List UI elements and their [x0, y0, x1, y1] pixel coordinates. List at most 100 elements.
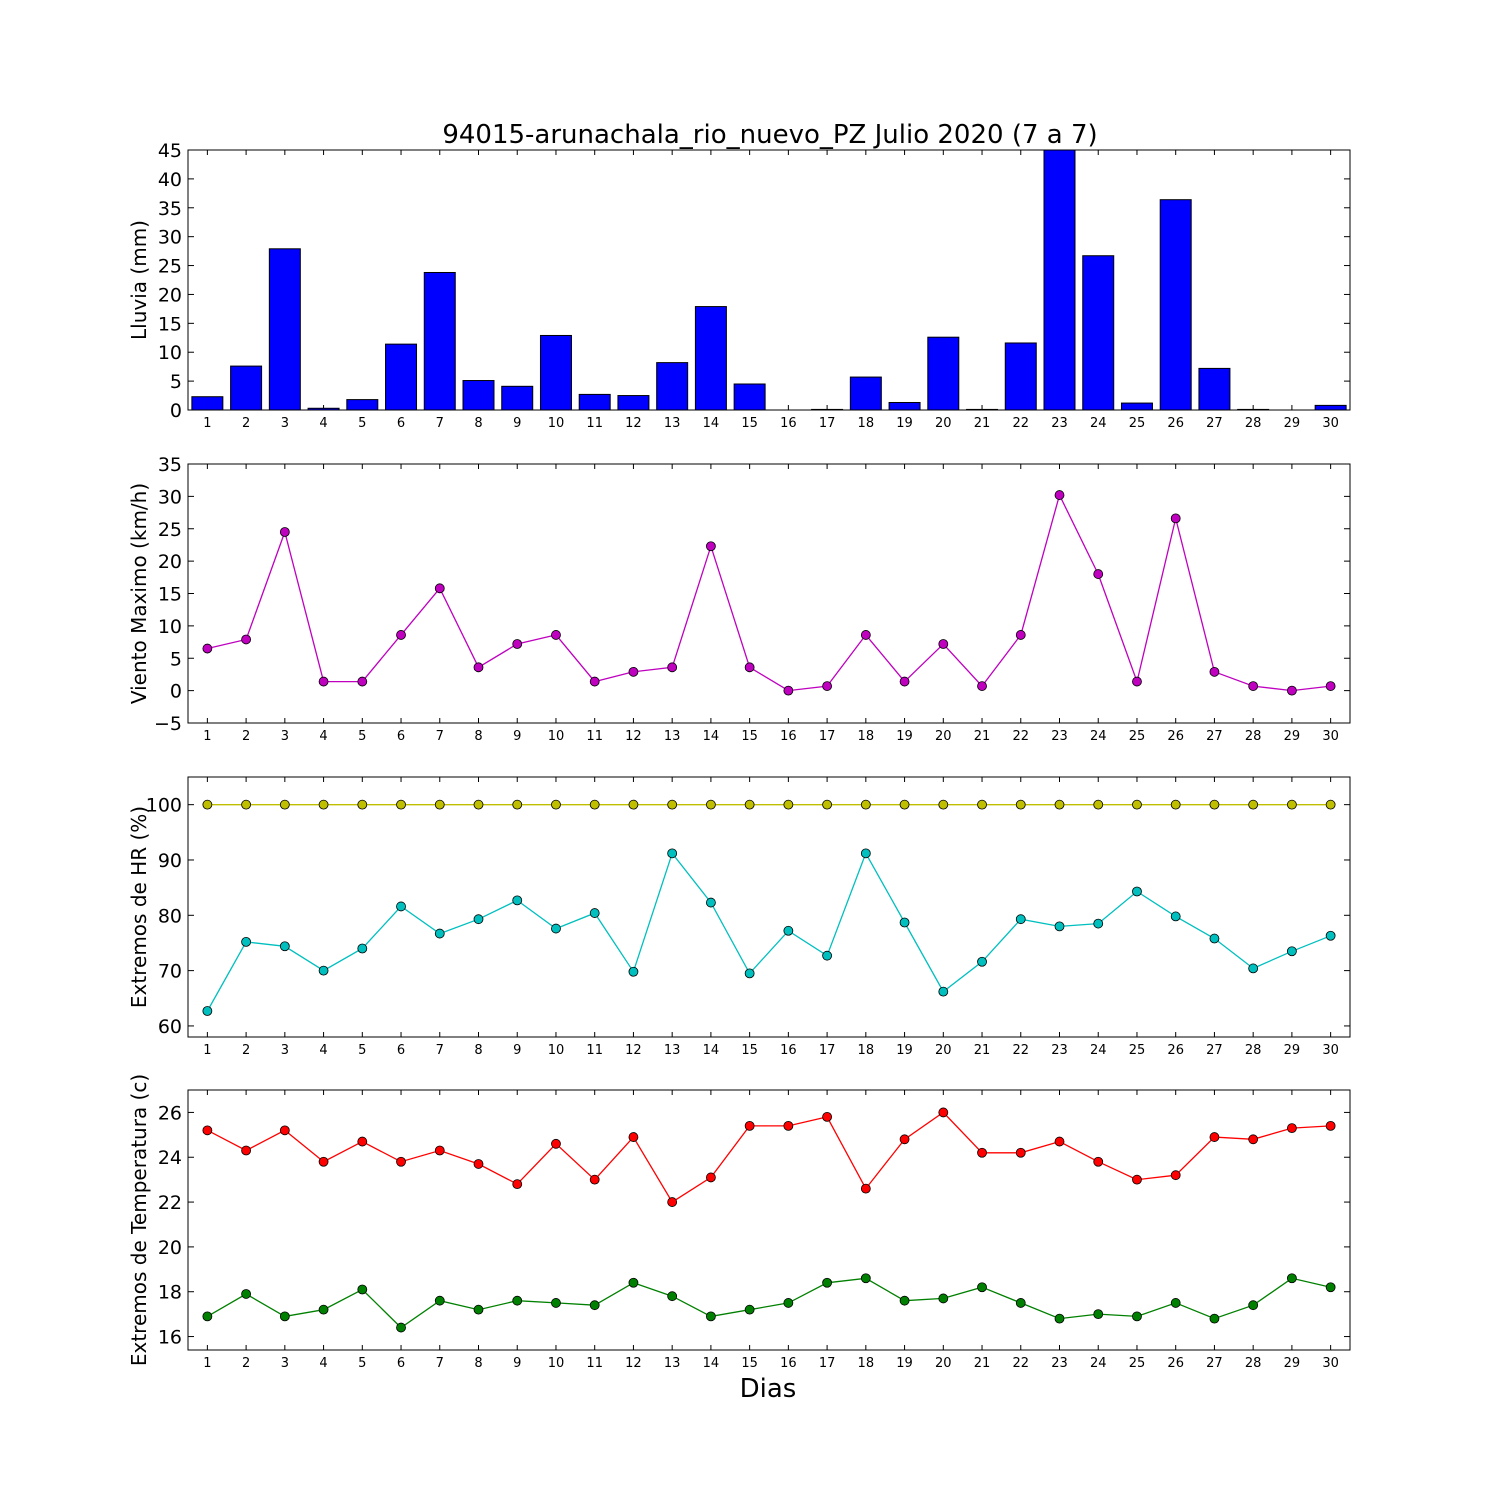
data-point	[706, 799, 716, 810]
x-tick-label: 30	[1322, 416, 1339, 431]
bar	[539, 334, 572, 411]
data-point	[706, 1172, 716, 1183]
x-tick-label: 10	[548, 729, 565, 744]
data-point	[744, 1304, 755, 1315]
x-tick-label: 17	[819, 729, 836, 744]
x-tick-label: 10	[548, 1043, 565, 1058]
y-tick-label: 0	[170, 681, 182, 703]
y-tick-label: 100	[146, 795, 182, 817]
bar	[888, 401, 921, 411]
data-point	[977, 956, 987, 967]
data-point	[667, 799, 678, 810]
data-point	[241, 634, 252, 645]
x-tick-label: 9	[513, 416, 521, 431]
data-point	[241, 799, 252, 810]
x-tick-label: 13	[664, 1043, 681, 1058]
bar	[849, 376, 882, 411]
x-tick-label: 15	[741, 729, 758, 744]
x-tick-label: 3	[281, 1356, 289, 1371]
bar	[1120, 402, 1153, 411]
x-tick-label: 24	[1090, 1356, 1107, 1371]
x-tick-label: 20	[935, 416, 952, 431]
data-point	[434, 583, 445, 594]
x-tick-label: 15	[741, 1356, 758, 1371]
data-point	[899, 1134, 910, 1145]
data-point	[434, 799, 445, 810]
data-point	[202, 1006, 213, 1016]
data-point	[977, 681, 987, 691]
data-point	[1325, 1120, 1336, 1131]
x-tick-label: 14	[703, 1356, 720, 1371]
x-tick-label: 20	[935, 729, 952, 744]
y-tick-label: 80	[158, 905, 182, 927]
x-tick-label: 26	[1167, 729, 1184, 744]
y-tick-label: 60	[158, 1016, 182, 1038]
x-tick-label: 11	[586, 729, 603, 744]
x-tick-label: 24	[1090, 1043, 1107, 1058]
data-point	[589, 799, 600, 810]
x-tick-label: 9	[513, 729, 521, 744]
data-point	[357, 676, 368, 687]
data-point	[473, 1159, 484, 1169]
y-tick-label: 15	[158, 584, 182, 606]
data-point	[783, 1120, 794, 1131]
data-point	[628, 1132, 639, 1142]
x-tick-label: 22	[1012, 1043, 1029, 1058]
data-point	[977, 799, 987, 810]
data-point	[938, 799, 949, 810]
data-point	[396, 901, 406, 912]
data-point	[202, 1311, 213, 1322]
y-tick-label: 40	[158, 169, 182, 191]
y-tick-label: 25	[158, 256, 182, 278]
x-tick-label: 19	[896, 1356, 913, 1371]
data-point	[551, 1298, 561, 1308]
data-point	[1248, 963, 1259, 974]
x-tick-label: 1	[203, 1043, 211, 1058]
data-point	[512, 799, 523, 810]
x-tick-label: 16	[780, 1356, 797, 1371]
data-point	[318, 1156, 329, 1167]
x-tick-label: 24	[1090, 729, 1107, 744]
data-point	[1209, 933, 1220, 944]
x-tick-label: 28	[1245, 1043, 1262, 1058]
data-point	[667, 848, 678, 859]
y-tick-label: 15	[158, 313, 182, 335]
x-tick-label: 9	[513, 1043, 521, 1058]
data-point	[1132, 886, 1142, 897]
data-point	[783, 685, 794, 696]
bar	[307, 407, 340, 411]
data-point	[1209, 666, 1220, 677]
data-point	[628, 666, 639, 677]
x-tick-label: 16	[780, 1043, 797, 1058]
x-tick-label: 7	[436, 1043, 444, 1058]
x-tick-label: 24	[1090, 416, 1107, 431]
x-tick-label: 25	[1129, 416, 1146, 431]
data-point	[279, 799, 290, 810]
data-point	[512, 895, 523, 906]
data-point	[1248, 799, 1259, 810]
data-point	[1093, 1156, 1104, 1167]
x-tick-label: 6	[397, 416, 405, 431]
data-point	[396, 630, 406, 640]
y-axis-label: Lluvia (mm)	[127, 220, 151, 340]
data-point	[1015, 1147, 1026, 1158]
bar	[1198, 367, 1231, 411]
data-point	[860, 630, 871, 640]
data-point	[1093, 1309, 1104, 1320]
x-tick-label: 6	[397, 1043, 405, 1058]
x-tick-label: 13	[664, 1356, 681, 1371]
x-tick-label: 13	[664, 729, 681, 744]
x-tick-label: 10	[548, 1356, 565, 1371]
plot-frame	[187, 1089, 1351, 1351]
x-tick-label: 12	[625, 1356, 642, 1371]
y-tick-label: 20	[158, 284, 182, 306]
data-point	[860, 848, 871, 859]
x-tick-label: 6	[397, 729, 405, 744]
y-tick-label: 0	[170, 400, 182, 422]
data-point	[1054, 921, 1065, 932]
x-tick-label: 2	[242, 1043, 250, 1058]
data-point	[202, 1125, 213, 1136]
bar	[268, 248, 301, 411]
data-point	[589, 1174, 600, 1185]
x-tick-label: 5	[358, 1043, 366, 1058]
